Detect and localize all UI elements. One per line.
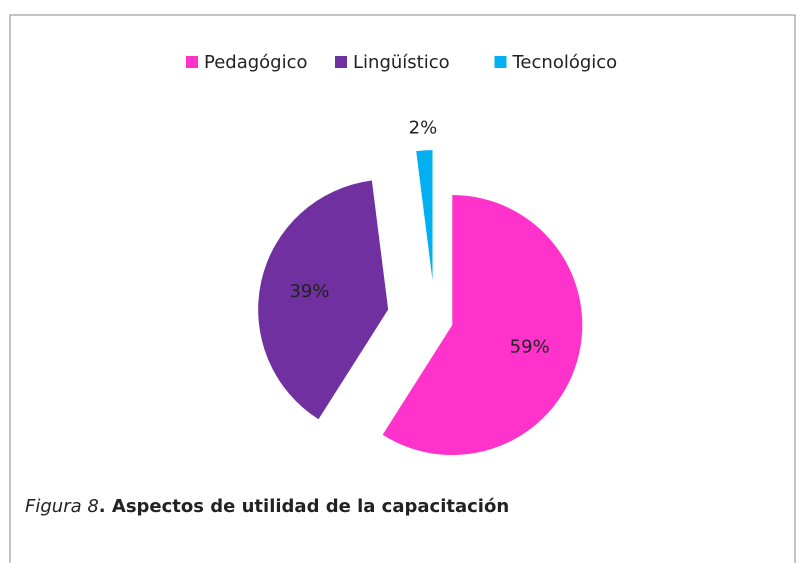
- data-label: 39%: [289, 281, 329, 302]
- frame: [9, 14, 796, 563]
- legend-label: Lingüístico: [353, 52, 450, 73]
- pie-slice: [416, 150, 433, 281]
- legend-swatch: [494, 56, 507, 68]
- legend-label: Tecnológico: [512, 52, 618, 73]
- legend-swatch: [335, 56, 347, 68]
- legend-label: Pedagógico: [204, 52, 308, 73]
- pie-slice: [382, 195, 583, 456]
- data-label: 59%: [510, 337, 550, 358]
- pie-slice: [258, 180, 389, 420]
- caption: Figura 8. Aspectos de utilidad de la cap…: [25, 496, 509, 517]
- data-label: 2%: [409, 117, 438, 138]
- caption-text: . Aspectos de utilidad de la capacitació…: [99, 496, 509, 517]
- legend-swatch: [186, 56, 198, 68]
- caption-label: Figura 8: [25, 496, 99, 517]
